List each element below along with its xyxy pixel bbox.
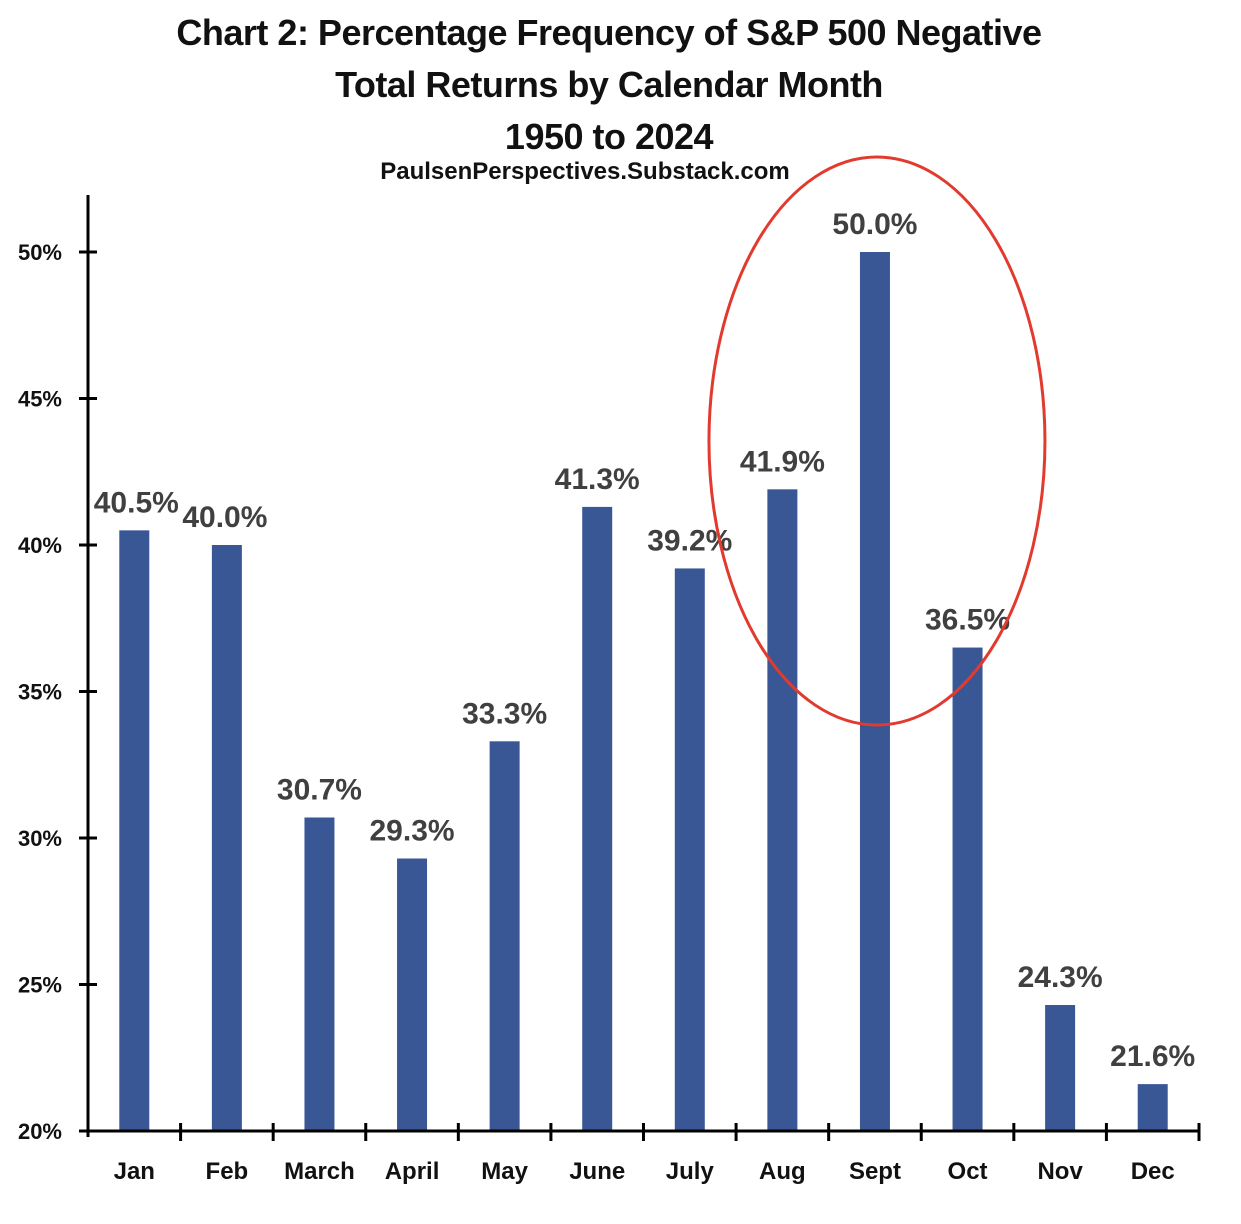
- x-tick-label-oct: Oct: [948, 1158, 988, 1185]
- axes-group: Jan Feb March April May June July Aug Sept Oct Nov…: [18, 195, 1201, 1185]
- y-tick-label-40: 40%: [18, 533, 62, 558]
- x-tick-label-april: April: [385, 1158, 440, 1185]
- data-label-feb: 40.0%: [182, 501, 267, 534]
- y-tick-label-50: 50%: [18, 240, 62, 265]
- bar-dec: [1137, 1084, 1168, 1131]
- x-tick-label-feb: Feb: [206, 1158, 249, 1185]
- x-tick-label-march: March: [284, 1158, 355, 1185]
- data-label-march: 30.7%: [277, 773, 362, 806]
- chart-title-line-2: Total Returns by Calendar Month: [335, 64, 883, 105]
- y-tick-label-35: 35%: [18, 680, 62, 705]
- bar-jan: [119, 530, 150, 1131]
- x-tick-label-jan: Jan: [114, 1158, 155, 1185]
- bar-july: [674, 568, 705, 1131]
- y-tick-label-25: 25%: [18, 973, 62, 998]
- data-labels-group: 40.5% 40.0%30.7%29.3%33.3%41.3%39.2%41.9%…: [94, 208, 1195, 1073]
- annotation-group: [707, 155, 1047, 727]
- data-label-june: 41.3%: [555, 463, 640, 496]
- bars-group: [119, 252, 1168, 1132]
- x-tick-label-july: July: [666, 1158, 715, 1185]
- y-tick-label-30: 30%: [18, 826, 62, 851]
- bar-june: [582, 506, 613, 1131]
- bar-may: [489, 741, 520, 1131]
- highlight-ellipse: [707, 155, 1047, 727]
- data-label-jan: 40.5%: [94, 486, 179, 519]
- chart-subtitle: PaulsenPerspectives.Substack.com: [380, 158, 790, 185]
- data-label-dec: 21.6%: [1110, 1040, 1195, 1073]
- x-tick-label-nov: Nov: [1037, 1158, 1083, 1185]
- data-label-oct: 36.5%: [925, 604, 1010, 637]
- bar-march: [304, 817, 335, 1131]
- data-label-aug: 41.9%: [740, 445, 825, 478]
- data-label-sept: 50.0%: [832, 208, 917, 241]
- chart-title-line-3: 1950 to 2024: [504, 116, 714, 157]
- data-label-april: 29.3%: [370, 815, 455, 848]
- data-label-may: 33.3%: [462, 697, 547, 730]
- bar-nov: [1045, 1005, 1076, 1131]
- y-tick-label-45: 45%: [18, 387, 62, 412]
- x-tick-label-dec: Dec: [1131, 1158, 1175, 1185]
- bar-april: [397, 858, 428, 1131]
- y-tick-label-20: 20%: [18, 1119, 62, 1144]
- x-tick-label-june: June: [569, 1158, 625, 1185]
- bar-oct: [952, 647, 983, 1131]
- x-tick-label-sept: Sept: [849, 1158, 901, 1185]
- x-tick-label-may: May: [481, 1158, 528, 1185]
- data-label-nov: 24.3%: [1018, 961, 1103, 994]
- bar-sept: [859, 252, 890, 1131]
- chart-title-line-1: Chart 2: Percentage Frequency of S&P 500…: [176, 12, 1042, 53]
- bar-feb: [211, 545, 242, 1131]
- bar-aug: [767, 489, 798, 1132]
- x-tick-label-aug: Aug: [759, 1158, 806, 1185]
